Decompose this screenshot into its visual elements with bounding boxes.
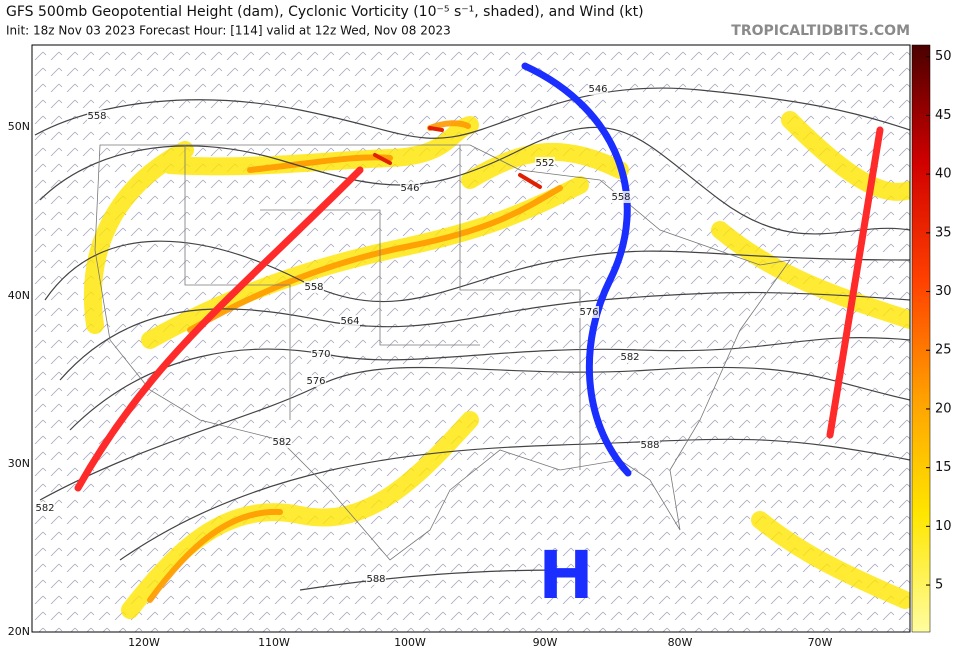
colorbar-label: 10 — [935, 519, 952, 534]
contour-label-bg — [272, 436, 292, 448]
map-area: H 558 546 552 558 546 558 564 570 576 576 582 582 58… — [32, 45, 910, 632]
contour-label: 558 — [304, 282, 323, 293]
contour-label-bg — [579, 306, 599, 318]
map-frame — [31, 44, 911, 633]
colorbar-label: 35 — [935, 225, 952, 240]
contour-label-bg — [611, 191, 631, 203]
contour-label: 582 — [620, 352, 639, 363]
lon-label: 90W — [533, 636, 558, 649]
colorbar-label: 40 — [935, 167, 952, 182]
contour-label-bg — [535, 157, 555, 169]
annotations — [74, 62, 884, 492]
contour-label-bg — [306, 375, 326, 387]
contour-label: 588 — [366, 574, 385, 585]
contour-label-bg — [304, 281, 324, 293]
contour-label: 576 — [306, 376, 325, 387]
colorbar-label: 15 — [935, 460, 952, 475]
colorbar-label: 50 — [935, 49, 952, 64]
colorbar — [911, 44, 931, 633]
contour-label-bg — [35, 502, 55, 514]
contour-label-bg — [87, 110, 107, 122]
lat-label: 40N — [8, 289, 30, 302]
contour-label: 558 — [611, 192, 630, 203]
height-contours — [34, 87, 910, 591]
lat-label: 20N — [8, 625, 30, 638]
contour-label-bg — [588, 83, 608, 95]
lat-label: 30N — [8, 457, 30, 470]
colorbar-label: 5 — [935, 578, 943, 593]
contour-label-bg — [366, 573, 386, 585]
lon-label: 120W — [128, 636, 160, 649]
contour-label: 576 — [579, 307, 598, 318]
contour-label: 582 — [272, 437, 291, 448]
lon-label: 110W — [258, 636, 290, 649]
contour-label-bg — [311, 348, 331, 360]
contour-label: 552 — [535, 158, 554, 169]
contour-label: 570 — [311, 349, 330, 360]
contour-label: 582 — [35, 503, 54, 514]
colorbar-label: 30 — [935, 284, 952, 299]
title: GFS 500mb Geopotential Height (dam), Cyc… — [6, 4, 644, 20]
contour-label: 588 — [640, 440, 659, 451]
contour-label-bg — [400, 182, 420, 194]
contour-label-bg — [620, 351, 640, 363]
contour-label: 558 — [87, 111, 106, 122]
lon-label: 100W — [394, 636, 426, 649]
brand: TROPICALTIDBITS.COM — [731, 23, 910, 39]
high-label: H — [538, 537, 593, 614]
colorbar-label: 25 — [935, 343, 952, 358]
lon-label: 70W — [808, 636, 833, 649]
contour-label: 546 — [400, 183, 419, 194]
contour-label-bg — [340, 315, 360, 327]
lat-label: 50N — [8, 120, 30, 133]
contour-label: 564 — [340, 316, 359, 327]
contour-label: 546 — [588, 84, 607, 95]
lon-label: 80W — [668, 636, 693, 649]
colorbar-label: 45 — [935, 108, 952, 123]
contour-label-bg — [640, 439, 660, 451]
colorbar-label: 20 — [935, 401, 952, 416]
subtitle: Init: 18z Nov 03 2023 Forecast Hour: [11… — [6, 24, 451, 38]
